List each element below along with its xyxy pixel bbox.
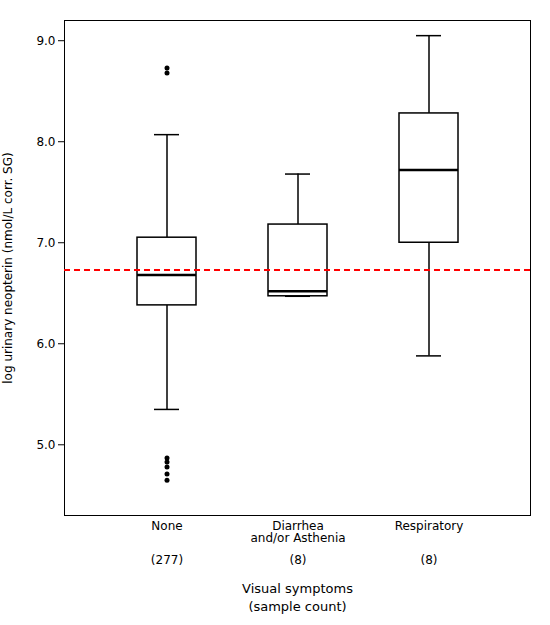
svg-text:None: None: [151, 519, 182, 533]
svg-text:(sample count): (sample count): [248, 599, 346, 614]
svg-text:6.0: 6.0: [36, 337, 55, 351]
svg-text:log urinary neopterin (nmol/L: log urinary neopterin (nmol/L corr. SG): [1, 152, 15, 383]
svg-text:Diarrheaand/or Asthenia: Diarrheaand/or Asthenia: [250, 519, 345, 545]
svg-text:(8): (8): [421, 553, 438, 567]
svg-text:(8): (8): [290, 553, 307, 567]
svg-text:5.0: 5.0: [36, 438, 55, 452]
svg-text:7.0: 7.0: [36, 236, 55, 250]
svg-text:Visual symptoms: Visual symptoms: [242, 581, 353, 596]
svg-text:9.0: 9.0: [36, 34, 55, 48]
svg-text:Respiratory: Respiratory: [395, 519, 464, 533]
svg-text:8.0: 8.0: [36, 135, 55, 149]
svg-text:(277): (277): [151, 553, 183, 567]
